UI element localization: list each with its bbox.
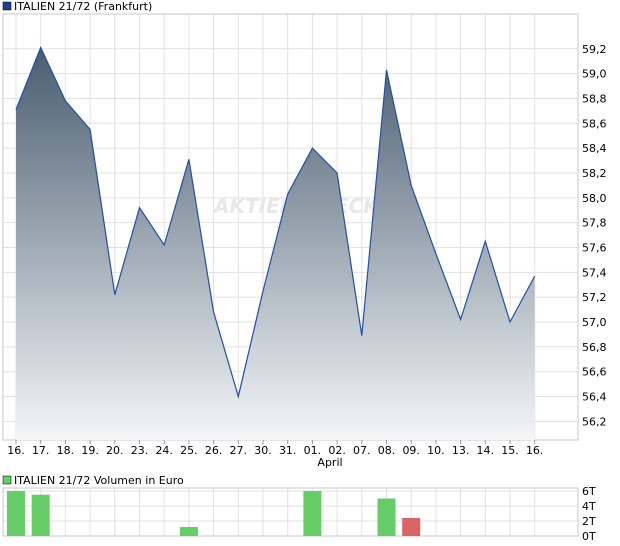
volume-y-tick-label: 2T (582, 515, 596, 528)
price-y-tick-label: 57,4 (582, 266, 607, 279)
price-y-tick-label: 58,2 (582, 167, 607, 180)
x-tick-label: 20. (106, 444, 124, 457)
x-tick-label: 23. (131, 444, 149, 457)
volume-bars (7, 491, 421, 536)
price-y-tick-label: 58,4 (582, 142, 607, 155)
x-tick-label: 19. (81, 444, 99, 457)
price-y-tick-label: 59,2 (582, 43, 607, 56)
price-y-tick-label: 57,2 (582, 291, 607, 304)
x-tick-label: 08. (378, 444, 396, 457)
volume-legend-swatch (2, 475, 12, 485)
price-y-tick-label: 58,0 (582, 192, 607, 205)
volume-bar (303, 491, 322, 536)
x-tick-label: 26. (205, 444, 223, 457)
x-tick-label: 30. (254, 444, 272, 457)
volume-y-tick-label: 0T (582, 530, 596, 543)
volume-grid (3, 488, 578, 537)
x-tick-label: 01. (304, 444, 322, 457)
x-tick-label: 13. (452, 444, 470, 457)
x-tick-label: 25. (180, 444, 198, 457)
price-y-tick-label: 56,2 (582, 415, 607, 428)
price-line (15, 45, 536, 399)
price-y-tick-label: 58,8 (582, 92, 607, 105)
x-tick-label: 17. (32, 444, 50, 457)
volume-chart-title: ITALIEN 21/72 Volumen in Euro (14, 474, 184, 487)
volume-bar (7, 491, 25, 536)
x-tick-label: 07. (353, 444, 371, 457)
volume-bar (31, 494, 50, 536)
volume-plot-frame (2, 487, 579, 537)
price-y-tick-label: 57,6 (582, 241, 607, 254)
x-tick-label: 16. (7, 444, 25, 457)
x-tick-label: 14. (477, 444, 495, 457)
price-y-tick-label: 56,4 (582, 391, 607, 404)
price-y-tick-label: 57,0 (582, 316, 607, 329)
x-tick-label: 02. (328, 444, 346, 457)
volume-bar (377, 498, 396, 536)
price-y-tick-label: 59,0 (582, 68, 607, 81)
x-tick-label: 10. (427, 444, 445, 457)
x-axis: 16. 17. 18. 19. 20. 23. 24. 25. 26. 27. 30. 31. 01. 0… (7, 440, 543, 457)
x-tick-label: 15. (501, 444, 519, 457)
volume-y-tick-label: 6T (582, 485, 596, 498)
price-y-tick-label: 58,6 (582, 117, 607, 130)
x-tick-label: 27. (230, 444, 248, 457)
price-y-tick-label: 56,8 (582, 341, 607, 354)
x-tick-label: 16. (526, 444, 544, 457)
volume-bar (179, 527, 198, 536)
x-tick-label: 31. (279, 444, 297, 457)
month-label: April (317, 456, 342, 469)
price-y-tick-label: 56,6 (582, 366, 607, 379)
price-legend-swatch (2, 1, 12, 11)
volume-bar (402, 518, 421, 536)
price-y-axis: 56,2 56,4 56,6 56,8 57,0 57,2 57,4 57,6 57,8 58,0… (582, 43, 607, 429)
price-chart-title: ITALIEN 21/72 (Frankfurt) (14, 0, 152, 13)
x-tick-label: 18. (57, 444, 75, 457)
volume-y-tick-label: 4T (582, 500, 596, 513)
x-tick-label: 24. (155, 444, 173, 457)
x-tick-label: 09. (402, 444, 420, 457)
price-y-tick-label: 57,8 (582, 217, 607, 230)
volume-y-axis: 0T 2T 4T 6T (582, 485, 596, 543)
